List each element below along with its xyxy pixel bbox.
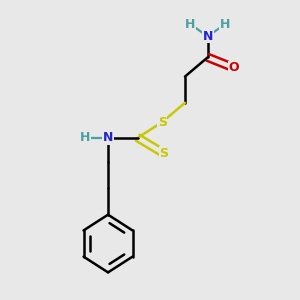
Text: H: H <box>80 131 91 144</box>
Text: S: S <box>160 147 169 160</box>
Text: N: N <box>202 30 213 43</box>
Text: O: O <box>229 61 239 74</box>
Text: S: S <box>158 116 167 128</box>
Text: H: H <box>185 18 195 31</box>
Text: N: N <box>103 131 113 144</box>
Text: H: H <box>220 18 230 31</box>
